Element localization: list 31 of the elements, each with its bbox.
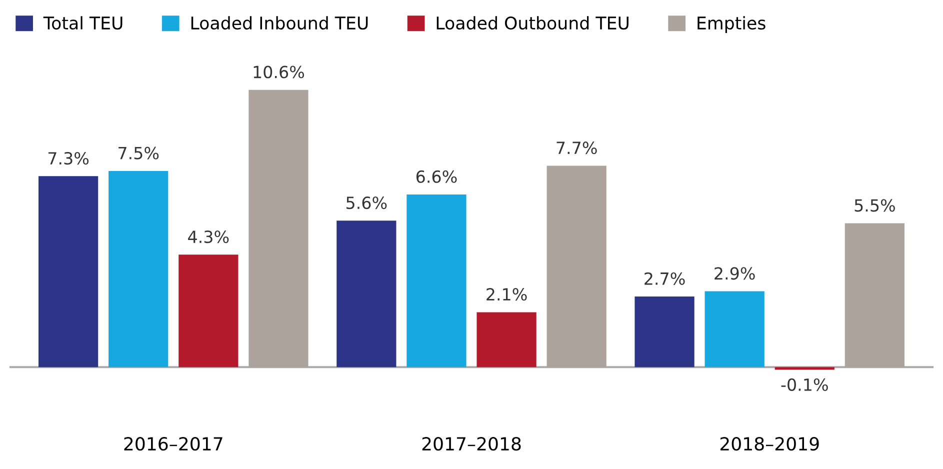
bar: [178, 254, 238, 368]
legend-label: Total TEU: [43, 16, 122, 30]
x-tick-label: 2016–2017: [124, 436, 222, 451]
bar: [108, 170, 168, 368]
bar: [634, 296, 694, 368]
data-label: 5.5%: [854, 199, 895, 212]
data-label: 7.3%: [48, 152, 89, 165]
bar: [704, 291, 764, 368]
bar: [844, 223, 905, 368]
data-label: 6.6%: [416, 170, 457, 183]
data-label: 2.7%: [644, 272, 685, 285]
data-label: -0.1%: [781, 378, 828, 391]
data-label: 7.5%: [118, 146, 159, 160]
bar: [38, 176, 98, 368]
legend-label: Loaded Inbound TEU: [191, 16, 368, 30]
data-label: 7.7%: [556, 142, 597, 154]
data-label: 4.3%: [188, 230, 229, 244]
bar: [774, 367, 834, 370]
data-label: 2.1%: [486, 288, 527, 301]
data-label: 5.6%: [346, 196, 387, 210]
bar: [406, 194, 466, 368]
data-label: 10.6%: [254, 66, 304, 78]
bar: [546, 166, 606, 368]
bar: [476, 312, 536, 368]
x-tick-label: 2018–2019: [720, 436, 819, 451]
x-tick-label: 2017–2018: [422, 436, 521, 451]
bar: [336, 220, 396, 368]
bar: [248, 90, 308, 368]
legend-label: Empties: [698, 16, 766, 33]
legend-label: Loaded Outbound TEU: [436, 16, 628, 30]
data-label: 2.9%: [714, 267, 755, 280]
